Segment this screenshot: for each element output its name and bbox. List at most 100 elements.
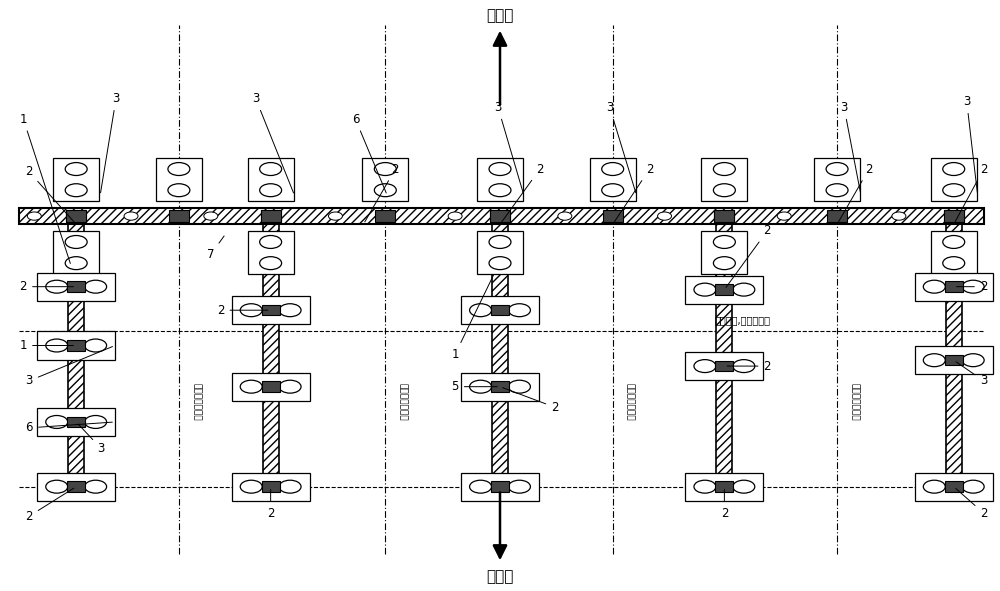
Bar [945,482,963,492]
Bar [491,482,509,492]
Text: 3: 3 [494,101,523,193]
Text: 2: 2 [956,489,987,519]
Text: 2: 2 [727,359,771,372]
Circle shape [46,480,68,493]
Text: 2: 2 [721,489,728,519]
Circle shape [65,235,87,248]
Bar [944,210,964,222]
Bar [262,381,280,392]
Text: 3: 3 [101,92,120,193]
Bar [915,346,993,374]
Bar [66,210,86,222]
Bar [262,305,280,316]
Circle shape [489,184,511,197]
Text: 3: 3 [956,362,987,387]
Circle shape [508,380,530,393]
Bar [590,158,636,201]
Text: 2: 2 [503,388,559,414]
Text: 3: 3 [252,92,294,193]
Bar [946,222,962,481]
Circle shape [328,212,342,220]
Circle shape [65,163,87,176]
Circle shape [46,280,68,293]
Bar [67,482,85,492]
Text: 2: 2 [502,163,544,222]
Circle shape [260,256,282,269]
Circle shape [124,212,138,220]
Circle shape [713,256,735,269]
Text: 2: 2 [726,225,771,287]
Bar [931,232,977,274]
Circle shape [943,163,965,176]
Circle shape [260,184,282,197]
Bar [156,158,202,201]
Text: 3: 3 [606,101,636,193]
Circle shape [489,163,511,176]
Bar [67,340,85,351]
Circle shape [962,354,984,366]
Circle shape [279,304,301,317]
Bar [715,482,733,492]
Circle shape [923,280,945,293]
Circle shape [943,256,965,269]
Circle shape [85,480,107,493]
Text: 主变基础中心线: 主变基础中心线 [192,382,201,420]
Circle shape [713,235,735,248]
Circle shape [923,480,945,493]
Bar [915,473,993,501]
Text: 6: 6 [26,421,112,434]
Bar [262,482,280,492]
Bar [375,210,395,222]
Bar [944,210,964,222]
Circle shape [279,380,301,393]
Text: 3: 3 [840,101,860,193]
Bar [716,222,732,481]
Bar [490,210,510,222]
Circle shape [733,359,755,372]
Circle shape [240,380,262,393]
Text: 2: 2 [217,304,268,317]
Text: 2: 2 [838,163,873,222]
Circle shape [65,184,87,197]
Bar [685,473,763,501]
Bar [931,158,977,201]
Circle shape [694,283,716,296]
Circle shape [962,280,984,293]
Bar [37,408,115,436]
Circle shape [374,163,396,176]
Bar [53,232,99,274]
Circle shape [602,163,624,176]
Circle shape [694,480,716,493]
Bar [362,158,408,201]
Bar [37,332,115,359]
Bar [232,372,310,401]
Circle shape [240,304,262,317]
Text: 2: 2 [267,489,274,519]
Circle shape [46,415,68,428]
Text: 2: 2 [26,488,74,522]
Circle shape [826,163,848,176]
Circle shape [260,235,282,248]
Circle shape [470,304,492,317]
Circle shape [602,184,624,197]
Bar [261,210,281,222]
Circle shape [777,212,791,220]
Circle shape [658,212,672,220]
Bar [68,222,84,481]
Circle shape [943,184,965,197]
Bar [67,281,85,292]
Circle shape [489,256,511,269]
Circle shape [260,163,282,176]
Text: 3: 3 [78,424,105,455]
Circle shape [65,256,87,269]
Circle shape [279,480,301,493]
Text: 3: 3 [963,95,977,193]
Circle shape [508,304,530,317]
Bar [714,210,734,222]
Text: 7: 7 [207,236,224,261]
Circle shape [733,283,755,296]
Bar [715,284,733,295]
Text: 3: 3 [26,346,113,387]
Bar [915,272,993,301]
Bar [263,222,279,481]
